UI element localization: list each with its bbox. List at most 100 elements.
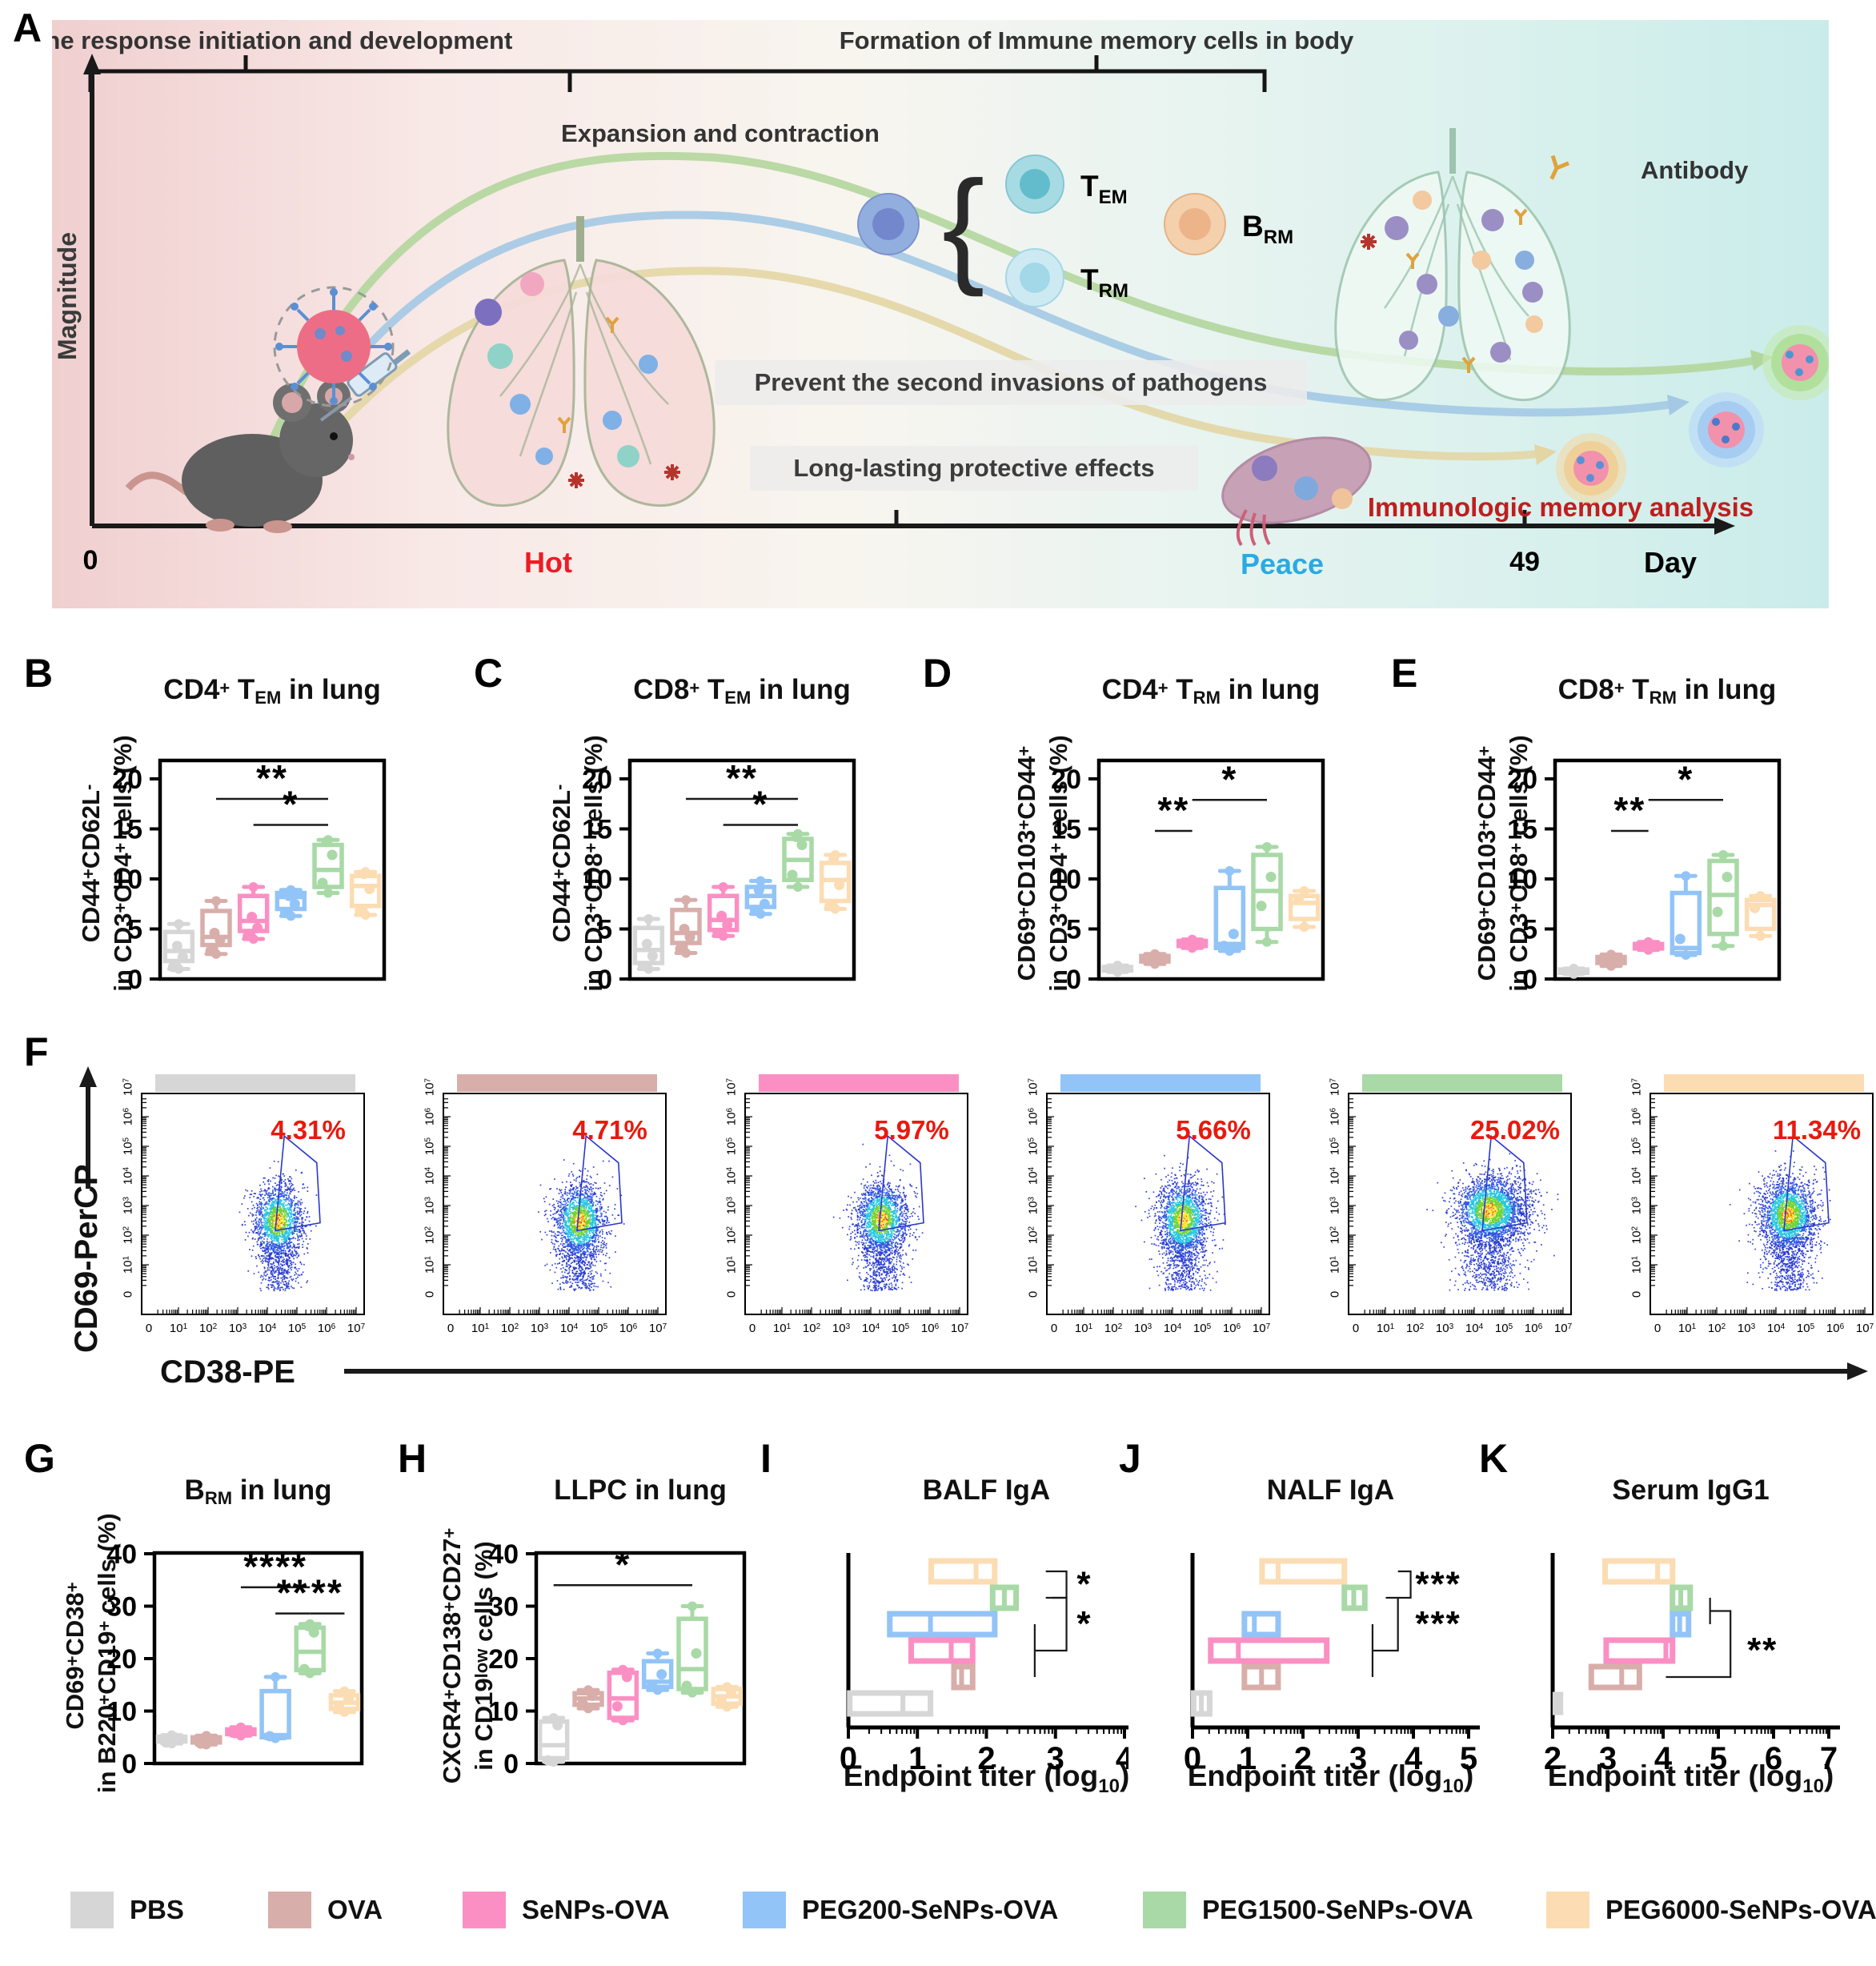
significance-***: *** bbox=[1415, 1604, 1461, 1643]
panel-k-x-axis-label: Endpoint titer (log10) bbox=[1547, 1759, 1834, 1797]
significance-*: * bbox=[615, 1543, 631, 1585]
flow-percentage-PEG1500-SeNPs-OVA: 25.02% bbox=[1470, 1115, 1560, 1145]
svg-text:0: 0 bbox=[840, 1741, 857, 1776]
hbox-SeNPs-OVA bbox=[1603, 1637, 1676, 1664]
panel-i: BALF IgA Endpoint titer (log10) 0 1 2 3 4 * * bbox=[760, 1433, 1129, 1889]
significance-*: * bbox=[752, 784, 768, 825]
svg-text:BRM: BRM bbox=[1242, 210, 1293, 248]
day-49-label: 49 bbox=[1509, 547, 1540, 577]
svg-text:10: 10 bbox=[1507, 865, 1537, 895]
svg-text:4: 4 bbox=[1654, 1741, 1673, 1776]
significance-*: * bbox=[1678, 758, 1694, 800]
box-PEG1500-SeNPs-OVA bbox=[676, 1601, 708, 1698]
peace-label: Peace bbox=[1241, 548, 1324, 580]
peg6000-swatch bbox=[1546, 1892, 1589, 1928]
panel-c-title: CD8+ TEM in lung bbox=[633, 674, 851, 708]
box-OVA bbox=[572, 1685, 604, 1714]
svg-text:5: 5 bbox=[1066, 915, 1081, 945]
box-OVA bbox=[670, 895, 702, 958]
box-PEG1500-SeNPs-OVA bbox=[782, 829, 814, 892]
panel-e-title: CD8+ TRM in lung bbox=[1557, 674, 1777, 708]
hbox-PEG6000-SeNPs-OVA bbox=[1259, 1558, 1348, 1585]
panel-i-label: I bbox=[760, 1436, 772, 1481]
expansion-contraction-label: Expansion and contraction bbox=[561, 119, 880, 147]
y-axis-arrow-icon bbox=[83, 54, 101, 74]
svg-text:0: 0 bbox=[1522, 965, 1537, 995]
mouse-illustration bbox=[125, 349, 411, 533]
green-curve-arrow-icon bbox=[1750, 350, 1773, 371]
flow-group-bar-PEG6000-SeNPs-OVA bbox=[1664, 1074, 1864, 1092]
panel-a-label: A bbox=[13, 6, 42, 50]
svg-text:0: 0 bbox=[503, 1749, 519, 1779]
peg1500-nanoparticle-icon bbox=[1762, 325, 1829, 400]
tem-label: T bbox=[1080, 170, 1099, 203]
box-PEG200-SeNPs-OVA bbox=[275, 885, 307, 921]
box-OVA bbox=[190, 1731, 222, 1750]
legend-item-pbs: PBS bbox=[70, 1891, 184, 1929]
significance-*: * bbox=[1221, 758, 1237, 800]
hbox-PEG1500-SeNPs-OVA bbox=[1670, 1584, 1694, 1611]
svg-text:10: 10 bbox=[488, 1697, 519, 1727]
box-PEG200-SeNPs-OVA bbox=[744, 876, 777, 919]
hbox-OVA bbox=[1241, 1663, 1281, 1691]
flow-scatter-PEG1500-SeNPs-OVA bbox=[1348, 1093, 1572, 1315]
hbox-PEG1500-SeNPs-OVA bbox=[989, 1584, 1020, 1611]
panel-b-plot: 0 5 10 15 20 *** bbox=[112, 757, 387, 995]
panel-g-label: G bbox=[24, 1436, 55, 1481]
svg-text:40: 40 bbox=[106, 1539, 137, 1570]
box-PBS bbox=[155, 1730, 188, 1749]
svg-text:7: 7 bbox=[1820, 1741, 1838, 1776]
panel-k-label: K bbox=[1479, 1436, 1509, 1481]
svg-text:10: 10 bbox=[1051, 865, 1081, 895]
hbox-PBS bbox=[847, 1690, 934, 1717]
blue-curve-arrow-icon bbox=[1667, 395, 1690, 415]
significance-*: * bbox=[283, 784, 299, 825]
flow-scatter-PEG6000-SeNPs-OVA bbox=[1650, 1093, 1874, 1315]
inflamed-lung-illustration bbox=[447, 216, 716, 508]
senps-ova-label: SeNPs-OVA bbox=[522, 1895, 670, 1924]
panel-i-title: BALF IgA bbox=[922, 1474, 1051, 1506]
box-PBS bbox=[162, 919, 195, 974]
hbox-PBS bbox=[1190, 1690, 1213, 1717]
flow-scatter-SeNPs-OVA bbox=[744, 1093, 968, 1315]
hbox-PEG1500-SeNPs-OVA bbox=[1341, 1584, 1368, 1611]
box-SeNPs-OVA bbox=[1176, 934, 1209, 953]
box-PEG1500-SeNPs-OVA bbox=[1707, 850, 1739, 951]
antibody-key: Antibody bbox=[1549, 154, 1749, 184]
hbox-PBS bbox=[1552, 1691, 1564, 1715]
panel-j-title: NALF IgA bbox=[1266, 1474, 1395, 1506]
panel-j-x-axis-label: Endpoint titer (log10) bbox=[1187, 1759, 1474, 1797]
box-PEG6000-SeNPs-OVA bbox=[819, 850, 852, 914]
flow-x-axis-label: CD38-PE bbox=[160, 1354, 295, 1390]
svg-text:3: 3 bbox=[1047, 1741, 1064, 1776]
ova-label: OVA bbox=[327, 1895, 383, 1924]
significance-**: ** bbox=[311, 1572, 343, 1614]
flow-scatter-OVA bbox=[443, 1093, 667, 1315]
svg-text:15: 15 bbox=[112, 815, 142, 845]
significance-***: *** bbox=[1415, 1565, 1461, 1604]
flow-group-bar-PBS bbox=[155, 1074, 355, 1092]
panel-h-plot: 0 10 20 30 40 * bbox=[488, 1539, 747, 1779]
significance-**: ** bbox=[1747, 1631, 1778, 1670]
x-axis-arrow-icon bbox=[1714, 517, 1735, 535]
peg200-nanoparticle-icon bbox=[1689, 392, 1764, 467]
hbox-PEG6000-SeNPs-OVA bbox=[1602, 1558, 1676, 1585]
legend-item-ova: OVA bbox=[268, 1891, 383, 1929]
longlasting-label: Long-lasting protective effects bbox=[793, 454, 1154, 482]
significance-*: * bbox=[1076, 1565, 1092, 1604]
panel-e: CD8+ TRM in lung CD69+CD103+CD44+ in CD3+C… bbox=[1389, 648, 1870, 1025]
box-PEG6000-SeNPs-OVA bbox=[1744, 891, 1777, 941]
flow-scatter-PBS bbox=[141, 1093, 365, 1315]
peg1500-swatch bbox=[1143, 1892, 1186, 1928]
hbox-PEG200-SeNPs-OVA bbox=[1670, 1611, 1692, 1638]
box-OVA bbox=[1595, 949, 1627, 971]
flow-percentage-PEG200-SeNPs-OVA: 5.66% bbox=[1176, 1115, 1251, 1145]
svg-text:0: 0 bbox=[127, 965, 142, 995]
panel-j-label: J bbox=[1119, 1436, 1141, 1481]
legend-item-peg1500: PEG1500-SeNPs-OVA bbox=[1143, 1891, 1473, 1929]
box-PEG200-SeNPs-OVA bbox=[641, 1648, 674, 1695]
senps-ova-swatch bbox=[463, 1892, 506, 1928]
hot-label: Hot bbox=[524, 546, 572, 579]
svg-text:6: 6 bbox=[1765, 1741, 1782, 1776]
box-PBS bbox=[632, 914, 665, 974]
